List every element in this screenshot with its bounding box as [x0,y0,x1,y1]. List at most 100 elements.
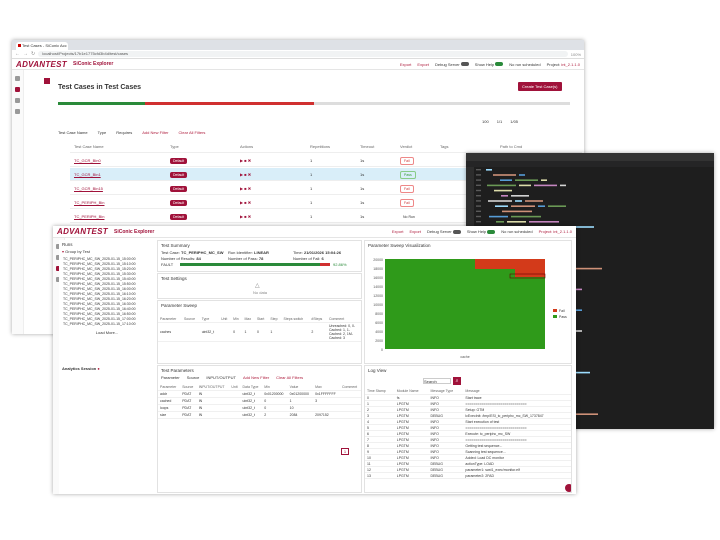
debug-server-toggle[interactable]: Debug Server [435,62,469,67]
table-row[interactable]: TC_GCR_Bin0 Default ▶ ■ ✖ 1 1s Fail [70,154,582,167]
param-col-header[interactable]: Min [262,384,288,391]
add-filter-link[interactable]: Add New Filter [242,375,270,380]
reload-icon[interactable]: ↻ [31,51,36,57]
test-case-link[interactable]: TC_PERIPH_Bin [74,213,105,219]
play-icon[interactable]: ▶ [240,185,245,191]
play-icon[interactable]: ▶ [240,171,245,177]
stop-icon[interactable]: ■ [244,171,248,177]
delete-icon[interactable]: ✖ [247,185,252,191]
settings-icon[interactable] [15,109,20,114]
run-tree-item[interactable]: TC_PERIPHC_MC_SW_2025-01-15_16:50:00 [63,312,136,316]
filter-type[interactable]: Type [97,130,107,135]
export-menu-1[interactable]: Export [391,229,404,234]
table-row[interactable]: 2 LPGTM INFO Setup: GTM [365,406,571,413]
table-row[interactable]: 6 LPGTM INFO Execute: tc_periphc_mc_SW [365,430,571,437]
forward-nav-icon[interactable]: → [23,51,28,57]
expand-panel-icon[interactable] [44,78,50,84]
chart-icon[interactable] [15,98,20,103]
search-icon[interactable]: ⌕ [453,377,461,385]
col-header[interactable]: Timeout [360,143,375,149]
table-row[interactable]: TC_PERIPH_Bin Default ▶ ■ ✖ 1 1s No Run [70,210,582,223]
run-tree-item[interactable]: TC_PERIPHC_MC_SW_2025-01-15_15:30:00 [63,272,136,276]
debug-server-toggle[interactable]: Debug Server [427,229,461,234]
project-selector[interactable]: Project: int_2.1.1.0 [538,229,572,234]
table-row[interactable]: 8 LPGTM INFO Getting test sequence... [365,442,571,449]
run-tree-item[interactable]: TC_PERIPHC_MC_SW_2025-01-15_15:10:00 [63,262,136,266]
param-col-header[interactable]: Source [180,384,197,391]
log-col-header[interactable]: Message [463,388,571,395]
run-tree-item[interactable]: TC_PERIPHC_MC_SW_2025-01-15_15:50:00 [63,282,136,286]
run-tree-item[interactable]: TC_PERIPHC_MC_SW_2025-01-15_15:40:00 [63,277,136,281]
param-col-header[interactable]: Parameter [158,384,181,391]
export-menu-1[interactable]: Export [399,61,412,67]
play-icon[interactable]: ▶ [240,199,245,205]
add-filter-link[interactable]: Add New Filter [142,130,169,135]
list-icon[interactable] [56,255,61,260]
table-row[interactable]: cached PDAT IN uint32_t 0 1 3 [158,397,361,405]
col-header[interactable]: Repetitions [310,143,331,149]
table-row[interactable]: 12 LPGTM DEBUG parameter1: swd1_exec/monito… [365,466,571,473]
list-icon[interactable] [15,87,20,92]
run-tree-item[interactable]: TC_PERIPHC_MC_SW_2025-01-15_17:00:00 [63,317,136,321]
filter-test-case-name[interactable]: Test Case Name [58,130,88,135]
table-row[interactable]: 5 LPGTM INFO ============================== [365,424,571,431]
show-help-toggle[interactable]: Show Help [475,62,504,67]
table-row[interactable]: 7 LPGTM INFO ============================== [365,436,571,443]
export-menu-2[interactable]: Export [409,229,421,234]
clear-filters-link[interactable]: Clear All Filters [178,130,206,135]
log-col-header[interactable]: Message Type [428,388,464,395]
test-case-link[interactable]: TC_GCR_Bin0 [74,157,101,163]
table-row[interactable]: 9 LPGTM INFO Scanning test sequence... [365,448,571,455]
table-row[interactable]: 1 LPGTM INFO ============================== [365,400,571,407]
param-col-header[interactable]: INPUT/OUTPUT [196,384,230,391]
stop-icon[interactable]: ■ [244,199,248,205]
test-case-link[interactable]: TC_PERIPH_Bin [74,199,105,205]
col-header[interactable]: Type [170,143,179,149]
show-help-toggle[interactable]: Show Help [467,229,496,234]
col-header[interactable]: Test Case Name [74,143,104,149]
filter-io[interactable]: INPUT/OUTPUT [206,375,236,380]
log-search-input[interactable]: Search [423,378,451,384]
run-tree-item[interactable]: TC_PERIPHC_MC_SW_2025-01-15_16:10:00 [63,292,136,296]
log-col-header[interactable]: Module Name [394,388,429,395]
run-tree-item[interactable]: TC_PERIPHC_MC_SW_2025-01-15_16:20:00 [63,297,136,301]
table-row[interactable]: TC_PERIPH_Bin Default ▶ ■ ✖ 1 1s Fail [70,196,582,209]
back-nav-icon[interactable]: ← [15,51,20,57]
chat-fab-icon[interactable] [565,484,571,492]
param-col-header[interactable]: Data Type [240,384,263,391]
table-row[interactable]: TC_GCR_Bin15 Default ▶ ■ ✖ 1 1s Fail [70,182,582,195]
log-col-header[interactable]: Time Stamp [365,388,395,395]
home-icon[interactable] [15,76,20,81]
delete-icon[interactable]: ✖ [247,213,252,219]
param-col-header[interactable]: Unit [229,384,241,391]
col-header[interactable]: Verdict [400,143,413,149]
export-menu-2[interactable]: Export [417,61,429,67]
table-row[interactable]: 11 LPGTM DEBUG actionType: LOAD [365,460,571,467]
run-tree-item[interactable]: TC_PERIPHC_MC_SW_2025-01-15_16:00:00 [63,287,136,291]
play-icon[interactable]: ▶ [240,213,245,219]
table-row[interactable]: TC_GCR_Bin1 Default ▶ ■ ✖ 1 1s Pass [70,168,582,181]
play-icon[interactable]: ▶ [240,157,245,163]
group-by-test-toggle[interactable]: ▾ Group by Test [59,249,155,254]
load-more-link[interactable]: Load More... [95,330,119,335]
table-row[interactable]: size PDAT IN uint32_t 2 2084 2097152 [158,411,361,419]
delete-icon[interactable]: ✖ [247,199,252,205]
run-tree-item[interactable]: TC_PERIPHC_MC_SW_2025-01-15_16:40:00 [63,307,136,311]
param-col-header[interactable]: Max [313,384,340,391]
table-row[interactable]: 0 fs INFO Start trace [365,394,571,401]
stop-icon[interactable]: ■ [244,157,248,163]
table-row[interactable]: caches uint32_t 0 1 0 1 2 Unreached: 0, 0-Cache… [158,322,361,342]
col-header[interactable]: Tags [440,143,449,149]
project-selector[interactable]: Project: int_2.1.1.0 [547,62,580,67]
table-row[interactable]: 3 LPGTM DEBUG lcExecInit: /tmp/ESI_tc_perip… [365,412,571,419]
table-row[interactable]: addr PDAT IN uint32_t 0x01200000 0x01200000 0x… [158,390,361,398]
delete-icon[interactable]: ✖ [247,157,252,163]
table-row[interactable]: 10 LPGTM INFO Added: Load DC monitor [365,454,571,461]
table-row[interactable]: 4 LPGTM INFO Start execution of test [365,418,571,425]
browser-tab[interactable]: Test Cases - SiConic Acc [16,42,68,50]
col-header[interactable]: Path to Cmd [500,143,523,149]
table-row[interactable]: 13 LPGTM DEBUG parameter2: 2FAD [365,472,571,479]
url-input[interactable]: localhost/Projects/17b1e1775cfd3b4d/test… [38,51,568,57]
param-col-header[interactable]: Comment [339,384,361,391]
filter-source[interactable]: Source [186,375,200,380]
